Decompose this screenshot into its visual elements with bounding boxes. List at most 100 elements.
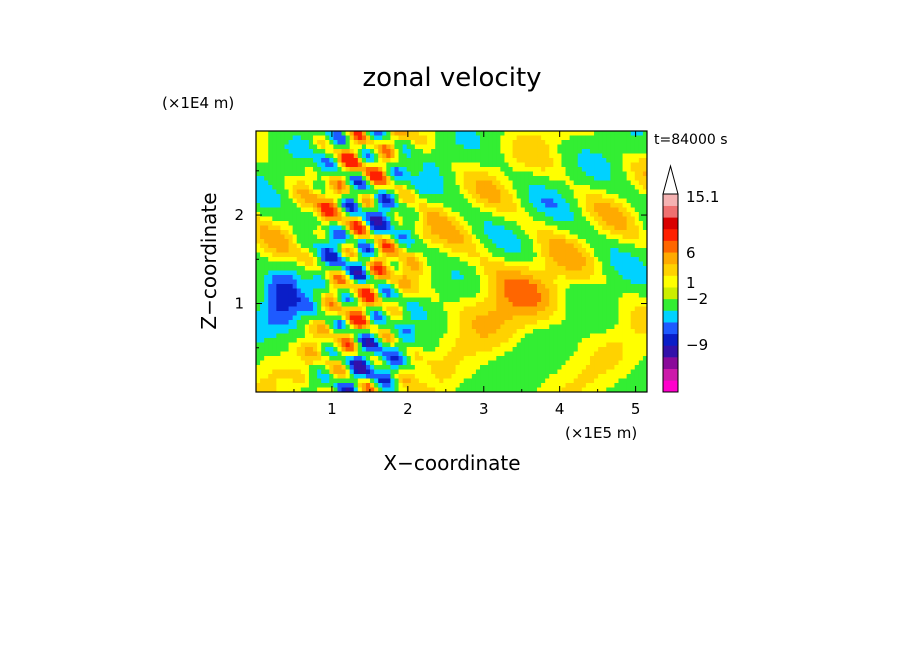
field-cell xyxy=(626,158,632,163)
field-cell xyxy=(357,351,363,357)
field-cell xyxy=(569,252,575,258)
field-cell xyxy=(581,333,587,339)
field-cell xyxy=(427,360,432,366)
field-cell xyxy=(382,248,387,253)
field-cell xyxy=(520,311,526,316)
field-cell xyxy=(365,149,371,154)
field-cell xyxy=(447,144,452,150)
field-cell xyxy=(594,162,599,168)
field-cell xyxy=(321,153,326,159)
field-cell xyxy=(308,252,314,258)
field-cell xyxy=(406,225,412,231)
field-cell xyxy=(504,194,509,199)
field-cell xyxy=(557,144,562,150)
field-cell xyxy=(394,302,399,307)
field-cell xyxy=(337,167,342,172)
field-cell xyxy=(272,248,277,253)
field-cell xyxy=(414,207,420,213)
field-cell xyxy=(280,356,285,361)
field-cell xyxy=(329,243,334,249)
time-label: t=84000 s xyxy=(654,132,728,148)
field-cell xyxy=(537,360,542,366)
field-cell xyxy=(361,234,367,240)
field-cell xyxy=(260,311,265,316)
field-cell xyxy=(353,288,359,294)
field-cell xyxy=(329,248,334,253)
field-cell xyxy=(414,293,420,298)
field-cell xyxy=(361,207,367,213)
field-cell xyxy=(321,261,326,267)
field-cell xyxy=(520,284,526,289)
field-cell xyxy=(524,203,530,208)
field-cell xyxy=(341,270,346,276)
field-cell xyxy=(512,270,518,276)
field-cell xyxy=(642,311,648,316)
field-cell xyxy=(333,311,338,316)
field-cell xyxy=(451,243,456,249)
field-cell xyxy=(447,167,452,172)
field-cell xyxy=(374,185,379,190)
field-cell xyxy=(284,288,289,294)
field-cell xyxy=(333,189,338,195)
field-cell xyxy=(439,356,444,361)
field-cell xyxy=(606,288,611,294)
field-cell xyxy=(642,144,648,150)
field-cell xyxy=(508,297,513,303)
field-cell xyxy=(614,180,619,186)
field-cell xyxy=(296,176,302,181)
field-cell xyxy=(541,153,546,159)
field-cell xyxy=(545,230,550,235)
field-cell xyxy=(398,239,404,244)
field-cell xyxy=(638,360,644,366)
field-cell xyxy=(365,293,371,298)
field-cell xyxy=(341,279,346,285)
field-cell xyxy=(349,284,355,289)
field-cell xyxy=(504,338,509,343)
field-cell xyxy=(610,140,615,145)
field-cell xyxy=(260,153,265,159)
y-unit-label: (×1E4 m) xyxy=(162,94,234,112)
field-cell xyxy=(549,230,554,235)
field-cell xyxy=(337,176,342,181)
field-cell xyxy=(268,293,273,298)
field-cell xyxy=(528,342,534,348)
field-cell xyxy=(589,176,595,181)
field-cell xyxy=(443,338,448,343)
field-cell xyxy=(484,252,489,258)
field-cell xyxy=(500,221,505,226)
field-cell xyxy=(386,234,391,240)
field-cell xyxy=(614,347,619,352)
field-cell xyxy=(370,225,375,231)
field-cell xyxy=(569,356,575,361)
field-cell xyxy=(528,275,534,280)
field-cell xyxy=(618,162,623,168)
field-cell xyxy=(292,347,298,352)
field-cell xyxy=(573,216,579,222)
field-cell xyxy=(272,162,277,168)
field-cell xyxy=(288,351,294,357)
field-cell xyxy=(370,176,375,181)
field-cell xyxy=(256,302,261,307)
field-cell xyxy=(484,248,489,253)
field-cell xyxy=(626,342,632,348)
field-cell xyxy=(390,189,395,195)
field-cell xyxy=(264,131,269,136)
field-cell xyxy=(256,284,261,289)
field-cell xyxy=(471,234,477,240)
field-cell xyxy=(500,356,505,361)
field-cell xyxy=(630,257,636,262)
field-cell xyxy=(443,221,448,226)
field-cell xyxy=(553,149,558,154)
field-cell xyxy=(573,320,579,325)
field-cell xyxy=(272,135,277,141)
field-cell xyxy=(634,149,640,154)
field-cell xyxy=(317,140,322,145)
field-cell xyxy=(313,239,318,244)
field-cell xyxy=(532,239,538,244)
field-cell xyxy=(296,266,302,271)
field-cell xyxy=(537,234,542,240)
field-cell xyxy=(337,266,342,271)
field-cell xyxy=(565,140,571,145)
field-cell xyxy=(398,356,404,361)
field-cell xyxy=(288,149,294,154)
